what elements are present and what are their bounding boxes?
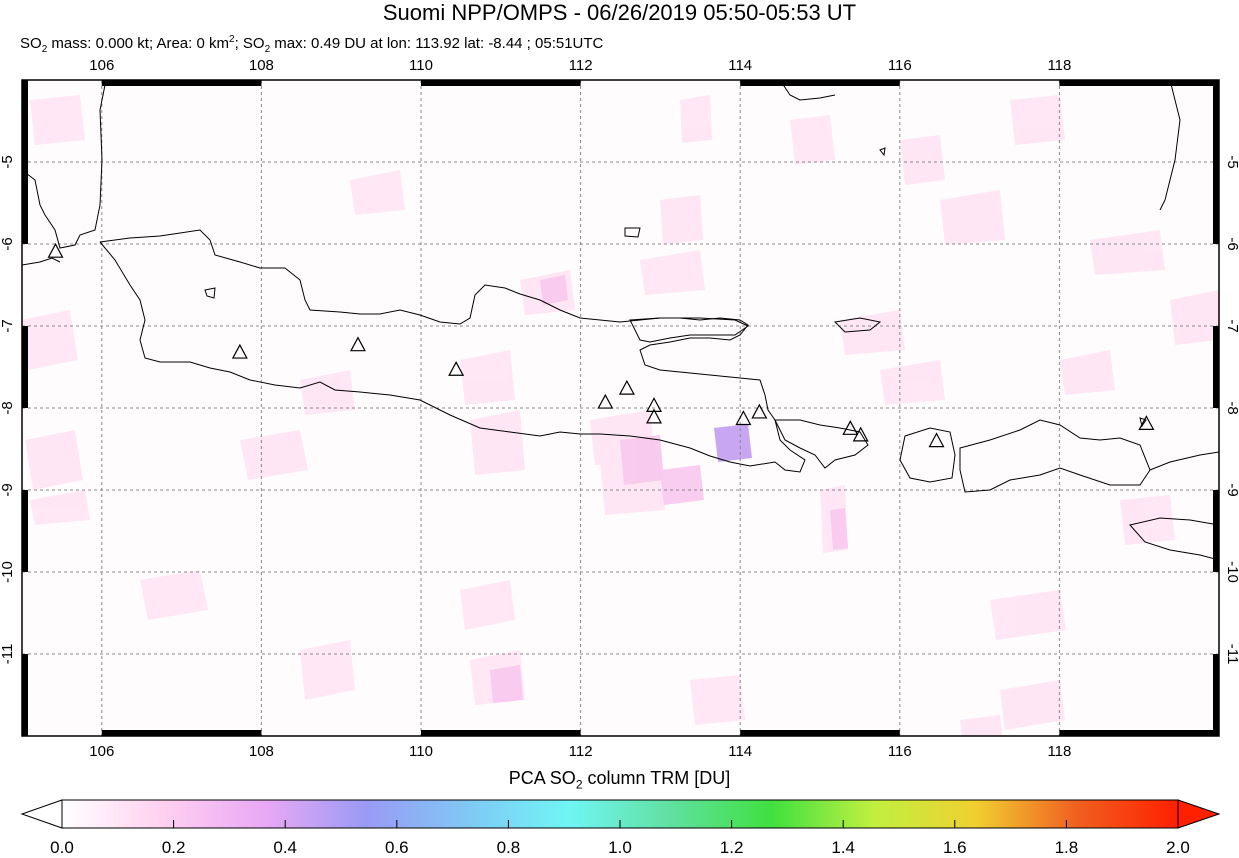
volcano-marker	[349, 336, 366, 352]
lat-tick-label: -9	[0, 483, 16, 496]
left-axis-bar	[22, 162, 28, 244]
bottom-axis-bar	[101, 730, 262, 736]
bottom-axis-bar	[1059, 730, 1219, 736]
colorbar-tick-label: 0.8	[496, 838, 521, 857]
lon-tick-label: 116	[888, 57, 912, 74]
area-unit: 2	[229, 34, 235, 45]
lat-tick-label: -5	[1224, 155, 1239, 168]
left-axis-bar	[22, 654, 28, 736]
colorbar-high-arrow	[1177, 799, 1221, 829]
left-axis-bar	[22, 490, 28, 572]
right-axis-bar	[1213, 326, 1219, 408]
colorbar-tick-label: 1.6	[942, 838, 967, 857]
lon-tick-label: 114	[728, 57, 752, 74]
volcano-marker	[231, 343, 248, 359]
colorbar-tick-label: 0.4	[273, 838, 298, 857]
left-axis-bar	[22, 326, 28, 408]
top-axis-bar	[1059, 80, 1219, 86]
graticule	[22, 80, 1219, 736]
lon-tick-label: 106	[89, 743, 114, 760]
map-title: Suomi NPP/OMPS - 06/26/2019 05:50-05:53 …	[382, 0, 857, 25]
lat-tick-label: -7	[1224, 319, 1239, 332]
lat-tick-label: -10	[1224, 561, 1239, 583]
colorbar-tick-label: 0.0	[50, 838, 74, 857]
so2-max-pixel	[714, 424, 752, 462]
colorbar-title: PCA SO2 column TRM [DU]	[508, 768, 731, 792]
so2-max-prefix: ; SO	[234, 35, 265, 52]
right-lat-labels: -5 -6 -7 -8 -9 -10 -11	[1224, 155, 1239, 664]
right-axis-bar	[1213, 654, 1219, 736]
right-axis-bar	[1213, 162, 1219, 244]
colorbar-tick-label: 2.0	[1166, 838, 1190, 857]
bottom-axis-bar	[740, 730, 900, 736]
top-axis-bar	[101, 80, 262, 86]
lon-tick-label: 108	[249, 743, 274, 760]
volcano-marker	[842, 420, 859, 435]
volcano-marker	[646, 408, 663, 424]
lon-tick-label: 112	[569, 743, 593, 760]
lat-tick-label: -8	[0, 401, 16, 414]
lat-tick-label: -6	[1224, 237, 1239, 250]
lon-tick-label: 118	[1047, 743, 1071, 760]
volcano-marker	[928, 432, 945, 448]
map-subtitle: SO2 mass: 0.000 kt; Area: 0 km2; SO2 max…	[20, 34, 604, 55]
lon-tick-label: 108	[249, 57, 274, 74]
bottom-lon-labels: 106 108 110 112 114 116 118	[89, 743, 1071, 760]
lon-tick-label: 114	[728, 743, 752, 760]
volcano-markers	[47, 242, 1155, 448]
colorbar-tick-label: 1.2	[719, 838, 744, 857]
lon-tick-label: 118	[1047, 57, 1071, 74]
volcano-marker	[751, 403, 768, 419]
volcano-marker	[735, 410, 752, 426]
lat-tick-label: -11	[1224, 644, 1239, 665]
volcano-marker	[597, 393, 614, 409]
lat-tick-label: -7	[0, 319, 16, 332]
lat-tick-label: -10	[0, 561, 16, 583]
right-axis-bar	[1213, 490, 1219, 572]
bottom-axis-bar	[421, 730, 581, 736]
lat-tick-label: -6	[0, 237, 16, 250]
coastlines	[22, 80, 1219, 561]
colorbar-tick-label: 1.0	[608, 838, 632, 857]
volcano-marker	[47, 242, 64, 258]
colorbar-tick-label: 1.4	[831, 838, 856, 857]
lat-tick-label: -9	[1224, 483, 1239, 496]
lat-tick-label: -5	[0, 155, 16, 168]
top-lon-labels: 106 108 110 112 114 116 118	[89, 57, 1071, 74]
volcano-marker	[448, 361, 465, 376]
so2-pixel-field	[22, 80, 1219, 736]
mass-area-text: mass: 0.000 kt; Area: 0 km	[47, 35, 229, 52]
so2-label: SO	[20, 35, 42, 52]
colorbar-tick-label: 0.6	[384, 838, 409, 857]
top-axis-bar	[740, 80, 900, 86]
lon-tick-label: 106	[89, 57, 114, 74]
colorbar-tick-label: 0.2	[161, 838, 186, 857]
colorbar-low-arrow	[20, 799, 63, 829]
volcano-marker	[1138, 415, 1155, 430]
colorbar-tick-marks	[61, 820, 1179, 828]
volcano-marker	[852, 426, 869, 442]
so2-max-text: max: 0.49 DU at lon: 113.92 lat: -8.44 ;…	[270, 35, 604, 52]
lon-tick-label: 110	[409, 57, 433, 74]
volcano-marker	[618, 379, 635, 395]
lat-tick-label: -8	[1224, 401, 1239, 414]
colorbar-tick-label: 1.8	[1054, 838, 1079, 857]
lon-tick-label: 116	[888, 743, 912, 760]
lon-tick-label: 112	[569, 57, 593, 74]
lat-tick-label: -11	[0, 644, 16, 665]
left-axis-bar	[22, 80, 28, 162]
left-lat-labels: -5 -6 -7 -8 -9 -10 -11	[0, 155, 16, 664]
volcano-marker	[646, 397, 663, 412]
axis-bars	[22, 80, 1219, 736]
right-axis-bar	[1213, 80, 1219, 162]
top-axis-bar	[421, 80, 581, 86]
lon-tick-label: 110	[409, 743, 433, 760]
